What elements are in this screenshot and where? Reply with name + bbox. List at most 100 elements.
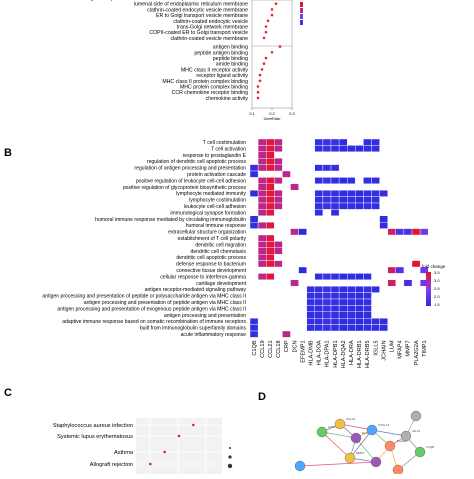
heatmap-column-label: HLA-DRA [349,340,355,365]
heatmap-legend-tick: 1.5 [434,302,440,307]
panel-a-dot [274,2,278,5]
network-node [392,464,404,476]
heatmap-cell [266,183,275,191]
panel-c-dot [192,423,195,427]
heatmap-cell [249,330,259,338]
panel-a-term-label: MHC protein complex binding [180,85,248,91]
heatmap-row-label: dendritic cell apoptotic process [176,255,246,261]
heatmap-cell [363,145,372,152]
panel-a-x-tick-label: 0.3 [289,111,295,116]
heatmap-cell [379,215,388,223]
heatmap-cell [274,138,283,146]
heatmap-row-label: adaptive immune response based on somati… [62,319,246,325]
panel-a-x-axis-label: GeneRatio [264,117,281,121]
heatmap-cell [257,196,267,204]
heatmap-column-label: JCHAIN [381,340,387,360]
heatmap-cell [274,260,283,268]
network-node [410,410,422,422]
heatmap-cell [387,279,397,287]
panel-d-network: CCL19CCL21HLA-DRACXCL13JCHAINIGLL5C1QBMM… [294,410,434,476]
panel-a-dot [270,51,274,54]
heatmap-cell [330,145,340,152]
panel-b-letter: B [4,147,12,159]
heatmap-cell [371,138,380,146]
panel-a-dot [258,73,262,77]
panel-a-dot [262,36,266,40]
network-edge [355,437,377,463]
heatmap-cell [363,138,372,146]
heatmap-cell [338,311,348,319]
network-node-label: IGLL5 [412,429,421,433]
heatmap-row-label: cellular response to interferon-gamma [160,274,246,280]
heatmap-cell [322,196,332,204]
heatmap-cell [322,292,332,300]
network-node-label: CCL21 [346,417,356,421]
heatmap-cell [347,318,356,325]
heatmap-cell [371,189,380,197]
heatmap-cell [330,196,340,204]
heatmap-cell [257,221,267,229]
heatmap-row-label: acute inflammatory response [181,332,247,338]
heatmap-cell [322,138,332,146]
heatmap-row-label: protein activation cascade [187,172,246,178]
heatmap-cell [322,202,332,210]
panel-a-dot [258,79,262,83]
heatmap-row-label: humoral immune response [186,223,246,229]
heatmap-column-label: HLA-DPA1 [325,340,331,367]
heatmap-cell [347,286,356,293]
heatmap-cell [379,324,388,332]
heatmap-cell [330,138,340,146]
heatmap-cell [322,273,332,280]
heatmap-cell [274,241,283,248]
panel-a-dot [266,19,270,23]
heatmap-cell [314,305,324,312]
heatmap-cell [257,164,267,172]
heatmap-row-label: dendritic cell migration [195,242,246,248]
heatmap-cell [330,273,340,280]
panel-c-plot-area [136,418,222,474]
heatmap-cell [363,324,372,332]
heatmap-column-label: HLA-DQA2 [341,340,347,368]
heatmap-column-label: CCL21 [268,340,274,357]
heatmap-cell [338,324,348,332]
panel-a-term-label: COPII-coated ER to Golgi transport vesic… [149,30,248,36]
heatmap-cell [355,273,364,280]
panel-a-term-label: clathrin-coated endocytic vesicle [173,19,248,25]
heatmap-cell [355,145,364,152]
heatmap-cell [330,318,340,325]
heatmap-cell [257,202,267,210]
heatmap-cell [322,164,332,172]
heatmap-cell [395,266,405,274]
heatmap-cell [306,318,316,325]
heatmap-cell [257,247,267,255]
network-node [334,418,346,430]
heatmap-cell [347,273,356,280]
panel-a-dot [264,25,268,28]
panel-c-legend-dot [229,447,231,449]
heatmap-cell [249,324,259,332]
heatmap-row-label: defense response to bacterium [176,262,246,268]
heatmap-column-label: HLA-DOA [317,340,323,365]
panel-a-legend-swatch [300,8,303,13]
heatmap-column-label: PLA2G2A [414,340,420,365]
heatmap-cell [314,164,324,172]
heatmap-cell [306,286,316,293]
heatmap-cell [355,202,364,210]
heatmap-cell [363,189,372,197]
heatmap-cell [355,318,364,325]
heatmap-column-label: HLA-DRB1 [357,340,363,368]
heatmap-cell [249,221,259,229]
heatmap-cell [257,145,267,152]
heatmap-cell [274,196,283,204]
heatmap-cell [266,273,275,280]
heatmap-cell [371,145,380,152]
heatmap-cell [347,177,356,184]
heatmap-row-label: establishment of T cell polarity [178,236,247,242]
panel-a: integral component of lumenal side of en… [82,0,303,121]
heatmap-legend-title: fold change [422,264,446,269]
heatmap-cell [274,189,283,197]
network-node [294,460,306,472]
heatmap-row-label: regulation of antigen processing and pre… [134,166,246,172]
heatmap-row-label: response to prostaglandin E [183,153,247,159]
